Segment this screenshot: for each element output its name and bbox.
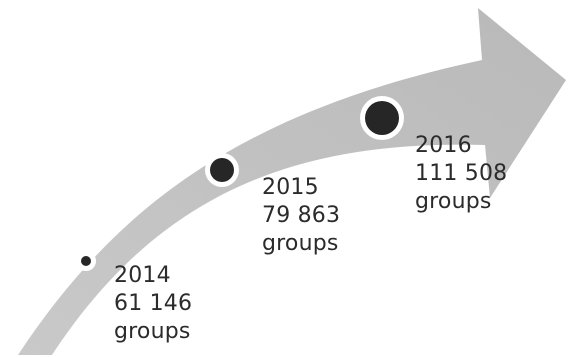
- milestone-unit: groups: [262, 231, 339, 256]
- milestone-label-2015: 2015 79 863 groups: [262, 174, 340, 258]
- marker-2014: [76, 251, 96, 271]
- milestone-unit: groups: [114, 319, 191, 344]
- milestone-value: 79 863: [262, 203, 341, 228]
- milestone-unit: groups: [415, 189, 492, 214]
- marker-2015: [205, 153, 239, 187]
- milestone-year: 2014: [114, 263, 171, 288]
- arrow-shape: [18, 8, 566, 355]
- milestone-label-2014: 2014 61 146 groups: [114, 262, 192, 346]
- milestone-value: 61 146: [114, 291, 193, 316]
- milestone-value: 111 508: [415, 161, 508, 186]
- marker-2016: [360, 96, 404, 140]
- milestone-year: 2016: [415, 133, 472, 158]
- milestone-label-2016: 2016 111 508 groups: [415, 132, 507, 216]
- milestone-year: 2015: [262, 175, 319, 200]
